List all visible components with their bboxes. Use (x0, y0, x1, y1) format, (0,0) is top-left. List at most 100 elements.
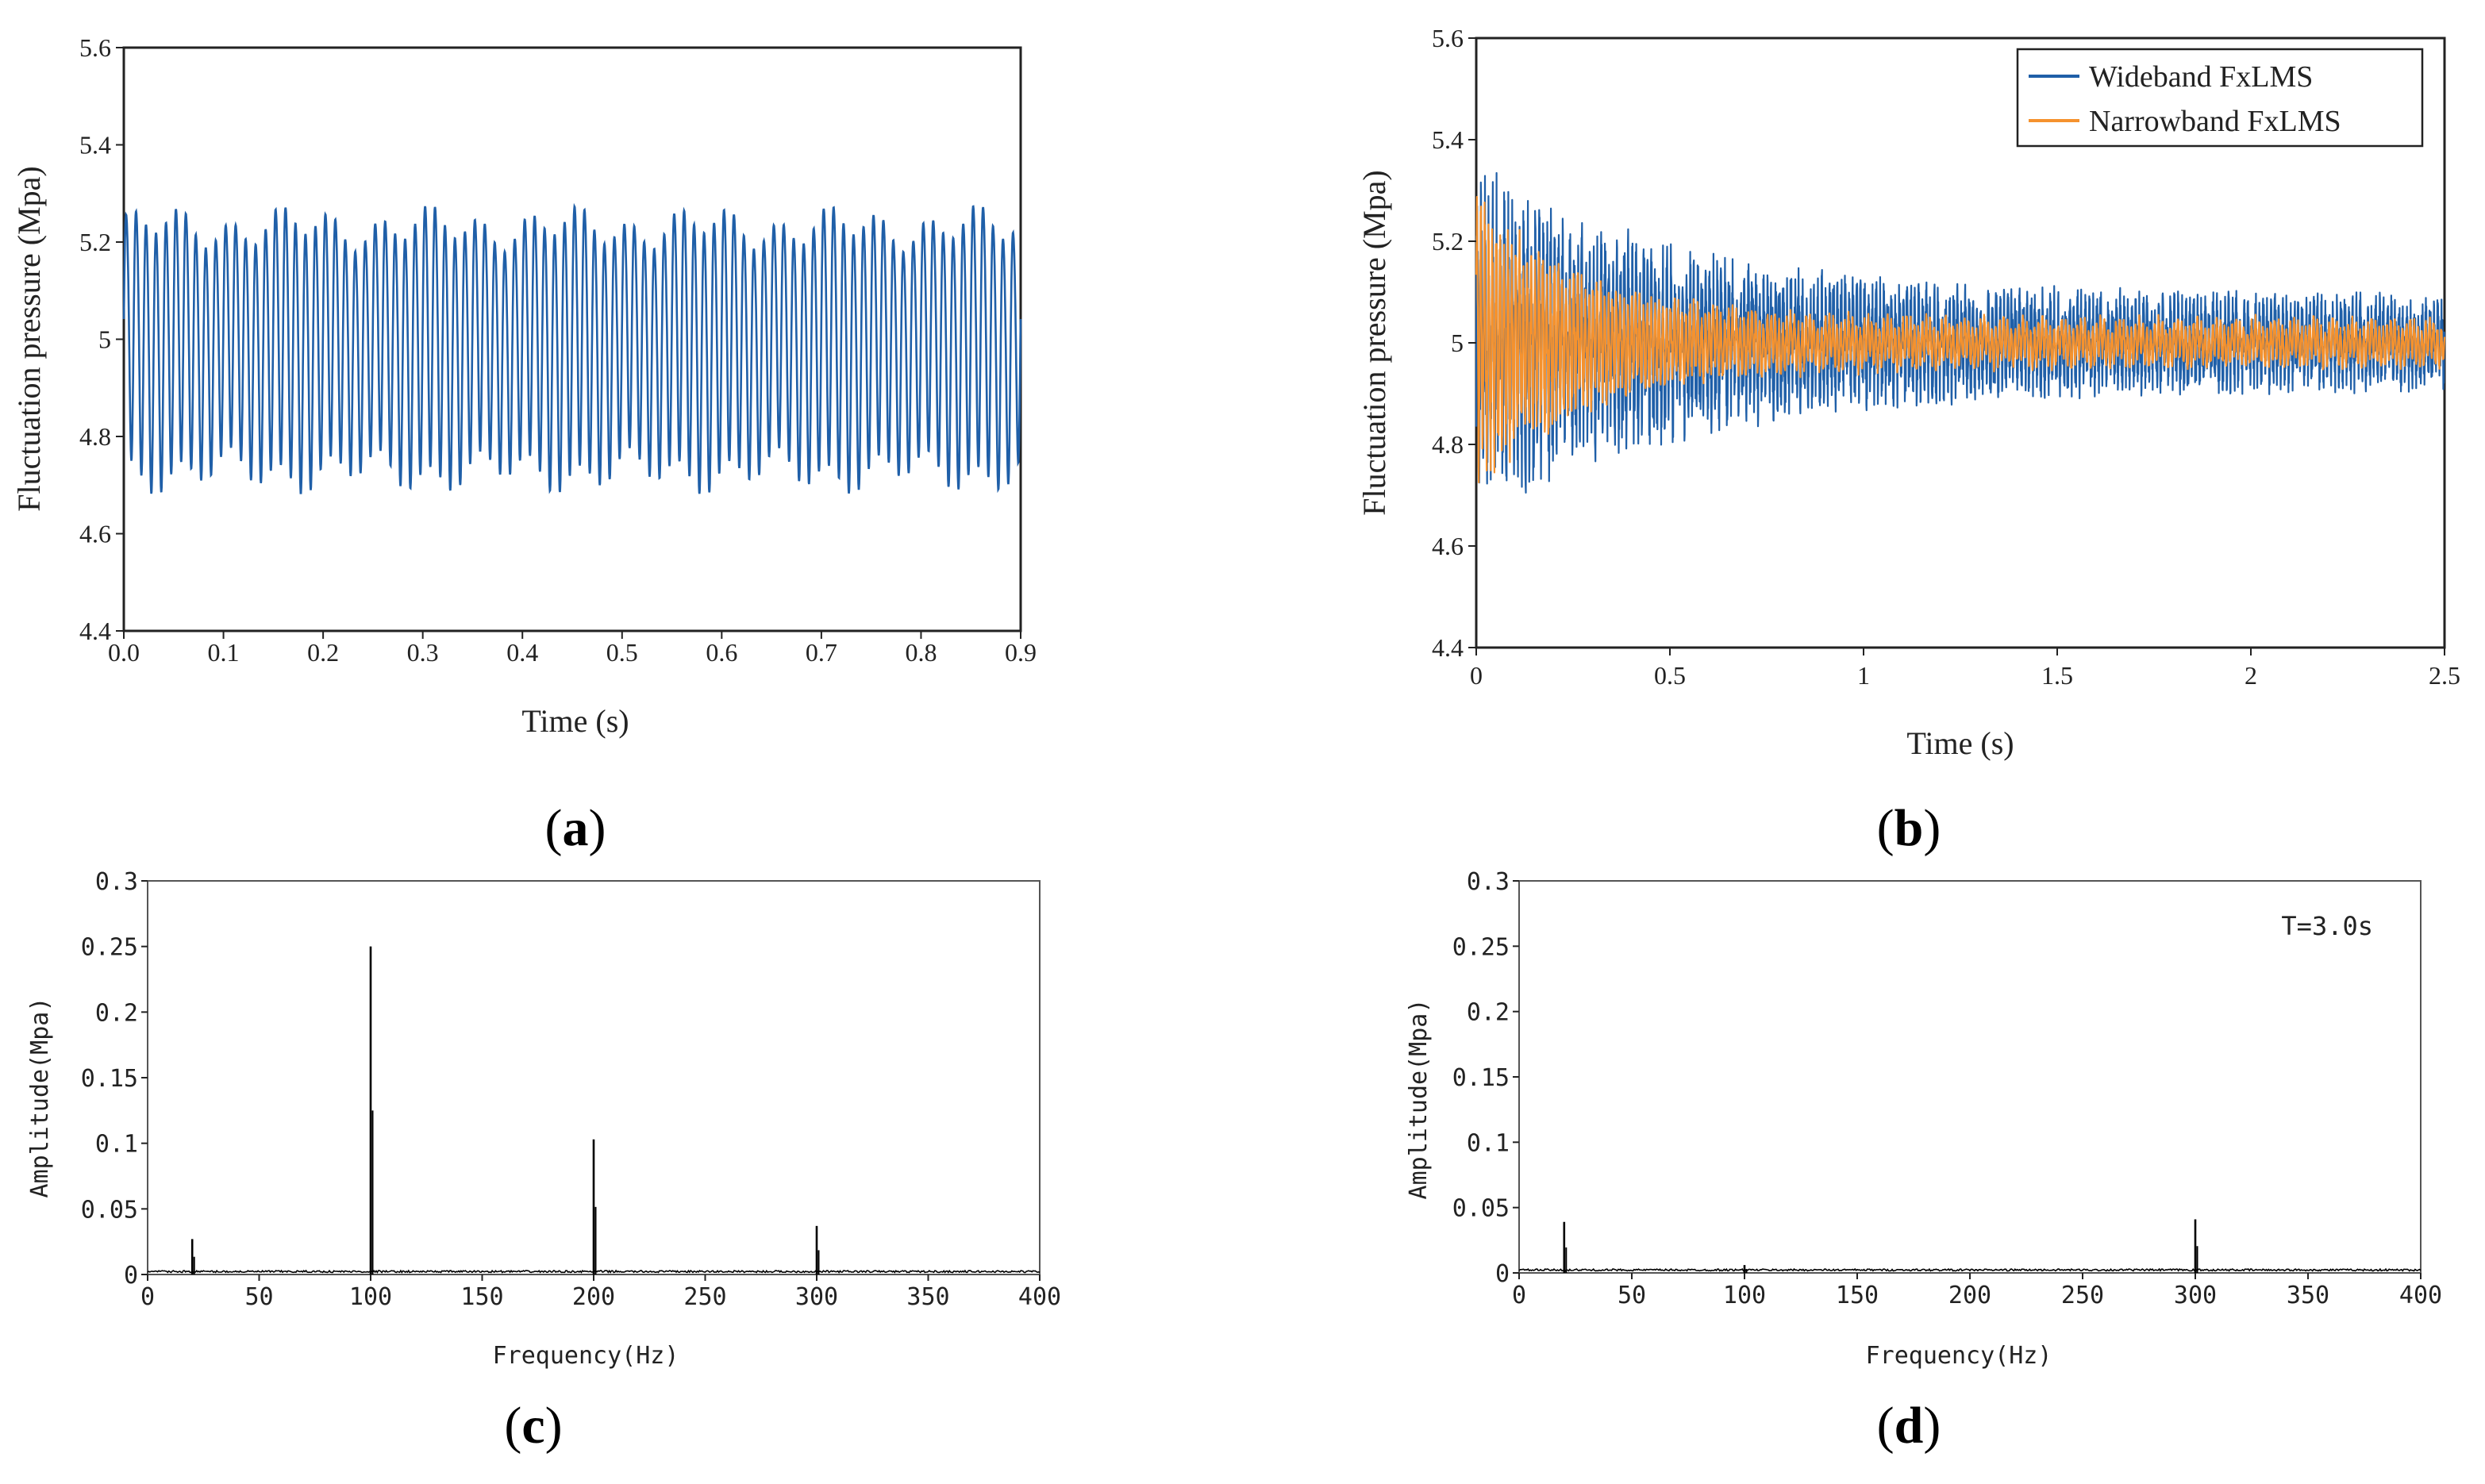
panel-b-x-tick-label: 2.5 (2429, 661, 2460, 690)
panel-a-y-tick-label: 4.8 (79, 422, 111, 451)
panel-d-x-tick-label: 100 (1723, 1282, 1766, 1309)
panel-b-legend: Wideband FxLMS Narrowband FxLMS (2016, 48, 2424, 148)
panel-b-caption: (b) (1877, 799, 1941, 857)
panel-d-ticks: 0 50 100 150 200 250 300 350 400 0 0.05 0.1 0.15 0.2 0… (1452, 868, 2442, 1309)
panel-a-x-tick-label: 0.6 (706, 638, 737, 667)
panel-d-caption-label: d (1895, 1397, 1924, 1455)
panel-d-y-tick-label: 0.25 (1452, 933, 1510, 961)
panel-b-y-tick-label: 5 (1451, 329, 1464, 357)
panel-c-x-axis-title: Frequency(Hz) (493, 1342, 679, 1370)
panel-d-y-axis-title: Amplitude(Mpa) (1405, 999, 1433, 1200)
panel-b-y-tick-label: 4.6 (1432, 532, 1464, 560)
panel-a-y-tick-label: 5.2 (79, 228, 111, 256)
panel-a-caption: (a) (545, 799, 606, 857)
panel-c-x-tick-label: 150 (460, 1283, 503, 1311)
panel-d-x-tick-label: 50 (1618, 1282, 1646, 1309)
panel-c-x-tick-label: 400 (1018, 1283, 1061, 1311)
panel-a-x-tick-label: 0.0 (108, 638, 140, 667)
panel-d-series-group (1518, 1219, 2422, 1273)
panel-d-x-tick-label: 250 (2061, 1282, 2104, 1309)
panel-c-y-tick-label: 0 (124, 1262, 138, 1290)
panel-d-y-tick-label: 0.2 (1467, 999, 1510, 1027)
panel-b-wideband-line (1475, 171, 2446, 494)
panel-d-chart: 0 50 100 150 200 250 300 350 400 0 0.05 0.1 0.15 0.2 0… (1405, 868, 2442, 1455)
panel-b-legend-box (2016, 48, 2424, 148)
panel-c-x-tick-label: 200 (572, 1283, 615, 1311)
panel-a-y-tick-label: 5 (98, 325, 111, 354)
panel-c-chart: 0 50 100 150 200 250 300 350 400 0 0.05 0.1 0.15 0.2 0… (26, 868, 1061, 1455)
panel-b-x-axis-title: Time (s) (1906, 725, 2014, 761)
panel-a-x-tick-label: 0.4 (506, 638, 538, 667)
panel-b-y-tick-label: 5.6 (1432, 24, 1464, 52)
panel-a-chart: 0.0 0.1 0.2 0.3 0.4 0.5 0.6 0.7 0.8 0.9 4.4 4.6 4.8 5… (11, 33, 1037, 857)
panel-c-x-tick-label: 350 (906, 1283, 949, 1311)
panel-a-y-tick-label: 5.6 (79, 33, 111, 62)
panel-d-x-tick-label: 350 (2287, 1282, 2329, 1309)
panel-a-y-tick-label: 4.4 (79, 617, 111, 645)
panel-a-y-tick-label: 4.6 (79, 520, 111, 548)
panel-a-pressure-line (122, 202, 1022, 494)
panel-d-x-axis-title: Frequency(Hz) (1866, 1342, 2052, 1370)
panel-d-annotation: T=3.0s (2281, 911, 2373, 941)
panel-a-ticks: 0.0 0.1 0.2 0.3 0.4 0.5 0.6 0.7 0.8 0.9 4.4 4.6 4.8 5… (79, 33, 1037, 667)
panel-b-x-tick-label: 0 (1470, 661, 1483, 690)
panel-a-x-axis-title: Time (s) (521, 703, 629, 739)
panel-a-y-axis-title: Fluctuation pressure (Mpa) (11, 166, 47, 511)
panel-c-y-tick-label: 0.3 (95, 868, 138, 896)
panel-b-x-tick-label: 1 (1857, 661, 1870, 690)
panel-d-x-tick-label: 300 (2174, 1282, 2217, 1309)
panel-b-y-axis-title: Fluctuation pressure (Mpa) (1356, 170, 1392, 515)
panel-b-y-tick-label: 5.4 (1432, 125, 1464, 154)
panel-a-x-tick-label: 0.3 (407, 638, 439, 667)
panel-d-y-tick-label: 0.3 (1467, 868, 1510, 896)
panel-a-x-tick-label: 0.1 (208, 638, 240, 667)
legend-narrowband-label: Narrowband FxLMS (2089, 105, 2341, 138)
panel-b-y-tick-label: 4.4 (1432, 633, 1464, 662)
panel-c-y-tick-label: 0.05 (81, 1196, 138, 1224)
panel-b-y-tick-label: 5.2 (1432, 227, 1464, 256)
panel-a-series-group (122, 202, 1022, 494)
panel-d-y-tick-label: 0.1 (1467, 1129, 1510, 1157)
panel-c-y-axis-title: Amplitude(Mpa) (26, 998, 54, 1198)
panel-a-x-tick-label: 0.8 (905, 638, 937, 667)
legend-wideband-label: Wideband FxLMS (2089, 60, 2313, 94)
panel-d-x-tick-label: 0 (1512, 1282, 1526, 1309)
panel-a-x-tick-label: 0.7 (806, 638, 837, 667)
panel-c-y-tick-label: 0.25 (81, 934, 138, 962)
panel-c-x-tick-label: 250 (683, 1283, 726, 1311)
panel-d-y-tick-label: 0.15 (1452, 1064, 1510, 1092)
panel-b-x-tick-label: 1.5 (2041, 661, 2073, 690)
panel-c-x-tick-label: 0 (140, 1283, 155, 1311)
panel-b-y-tick-label: 4.8 (1432, 430, 1464, 459)
panel-a-caption-label: a (563, 799, 589, 857)
panel-d-y-tick-label: 0 (1495, 1260, 1510, 1288)
panel-d-caption: (d) (1877, 1397, 1941, 1455)
panel-c-y-tick-label: 0.15 (81, 1065, 138, 1093)
panel-b-chart: 0 0.5 1 1.5 2 2.5 4.4 4.6 4.8 5 5.2 5.4 5.6 Wideband… (1356, 24, 2460, 857)
panel-c-x-tick-label: 100 (349, 1283, 392, 1311)
panel-d-x-tick-label: 200 (1948, 1282, 1991, 1309)
panel-c-x-tick-label: 50 (244, 1283, 273, 1311)
panel-a-x-tick-label: 0.5 (606, 638, 638, 667)
panel-c-ticks: 0 50 100 150 200 250 300 350 400 0 0.05 0.1 0.15 0.2 0… (81, 868, 1061, 1311)
panel-d-noise-floor (1518, 1267, 2422, 1272)
panel-d-x-tick-label: 400 (2399, 1282, 2442, 1309)
panel-c-y-tick-label: 0.1 (95, 1131, 138, 1159)
panel-b-x-tick-label: 2 (2245, 661, 2257, 690)
panel-b-ticks: 0 0.5 1 1.5 2 2.5 4.4 4.6 4.8 5 5.2 5.4 5.6 (1432, 24, 2460, 690)
panel-b-series-group (1475, 171, 2446, 494)
panel-c-caption-label: c (521, 1397, 544, 1455)
panel-a-x-tick-label: 0.9 (1005, 638, 1037, 667)
panel-d-x-tick-label: 150 (1836, 1282, 1879, 1309)
panel-c-series-group (147, 946, 1041, 1274)
panel-d-y-tick-label: 0.05 (1452, 1195, 1510, 1223)
panel-b-narrowband-line (1475, 196, 2446, 484)
panel-c-caption: (c) (504, 1397, 562, 1455)
panel-c-x-tick-label: 300 (795, 1283, 838, 1311)
panel-a-y-tick-label: 5.4 (79, 131, 111, 160)
panel-a-x-tick-label: 0.2 (307, 638, 339, 667)
panel-c-y-tick-label: 0.2 (95, 999, 138, 1027)
panel-b-caption-label: b (1895, 799, 1924, 857)
panel-b-x-tick-label: 0.5 (1654, 661, 1686, 690)
